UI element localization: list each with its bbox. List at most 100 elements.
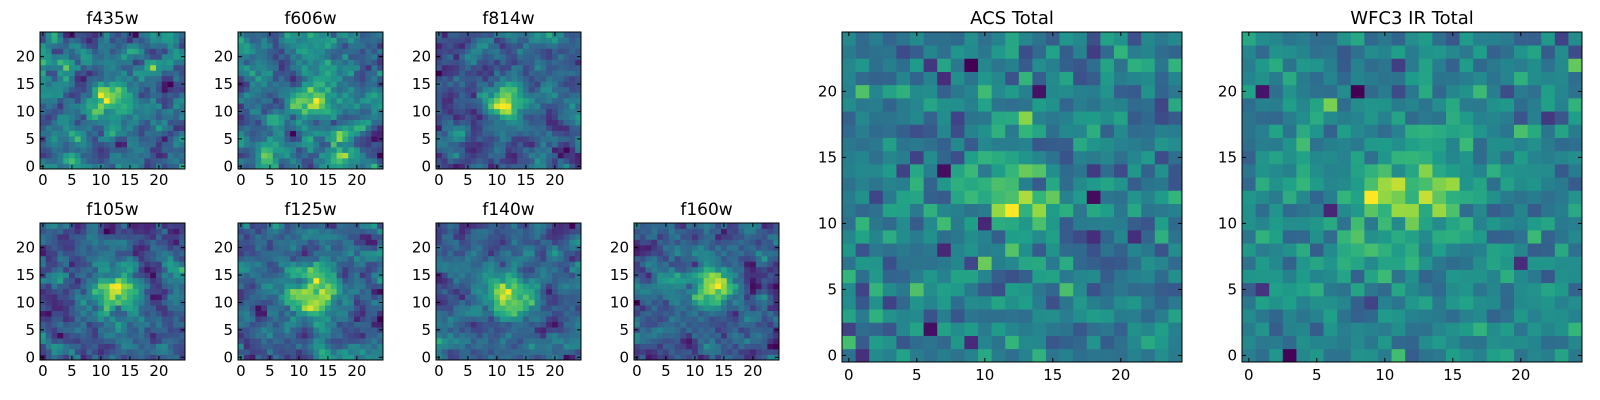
heatmap-cell <box>534 305 541 312</box>
heatmap-cell <box>476 277 483 284</box>
heatmap-cell <box>1141 335 1156 350</box>
heatmap-cell <box>313 354 320 361</box>
heatmap-cell <box>144 48 151 55</box>
heatmap-cell <box>284 48 291 55</box>
heatmap-cell <box>482 354 489 361</box>
heatmap-cell <box>144 147 151 153</box>
heatmap-cell <box>709 343 716 350</box>
heatmap-cell <box>910 203 924 218</box>
heatmap-cell <box>465 299 472 306</box>
heatmap-cell <box>307 354 314 361</box>
heatmap-cell <box>313 250 320 257</box>
heatmap-cell <box>173 299 180 306</box>
heatmap-cell <box>115 48 122 55</box>
heatmap-cell <box>697 338 704 344</box>
heatmap-cell <box>278 261 285 268</box>
heatmap-cell <box>465 239 472 246</box>
heatmap-cell <box>296 255 303 262</box>
heatmap-cell <box>459 305 466 312</box>
heatmap-cell <box>697 228 704 235</box>
heatmap-cell <box>767 294 774 301</box>
heatmap-cell <box>1032 216 1047 231</box>
heatmap-cell <box>290 75 297 82</box>
heatmap-cell <box>296 158 303 164</box>
heatmap-cell <box>528 354 535 361</box>
heatmap-cell <box>377 70 384 77</box>
heatmap-cell <box>348 64 355 71</box>
heatmap-cell <box>732 288 739 295</box>
heatmap-cell <box>325 92 332 99</box>
heatmap-cell <box>517 81 524 88</box>
heatmap-cell <box>657 338 664 344</box>
heatmap-cell <box>359 158 366 164</box>
heatmap-cell <box>869 150 884 165</box>
heatmap-cell <box>255 125 262 131</box>
heatmap-cell <box>523 37 530 44</box>
heatmap-cell <box>546 250 553 257</box>
heatmap-cell <box>179 343 186 350</box>
heatmap-cell <box>1086 164 1101 178</box>
heatmap-cell <box>686 255 693 262</box>
x-tick-label: 10 <box>289 171 308 189</box>
heatmap-cell <box>767 349 774 355</box>
x-tick-label: 20 <box>347 362 366 380</box>
heatmap-cell <box>325 64 332 71</box>
heatmap-cell <box>511 108 518 115</box>
heatmap-cell <box>767 288 774 295</box>
heatmap-cell <box>330 53 337 60</box>
heatmap-cell <box>307 130 314 137</box>
heatmap-cell <box>313 338 320 344</box>
heatmap-cell <box>482 223 489 229</box>
heatmap-cell <box>138 239 145 246</box>
heatmap-cell <box>144 239 151 246</box>
heatmap-cell <box>1127 203 1142 218</box>
heatmap-cell <box>517 321 524 328</box>
heatmap-cell <box>511 125 518 131</box>
heatmap-cell <box>569 59 576 66</box>
heatmap-cell <box>697 316 704 322</box>
heatmap-cell <box>63 354 70 361</box>
heatmap-cell <box>494 343 501 350</box>
heatmap-cell <box>354 228 361 235</box>
heatmap-cell <box>465 250 472 257</box>
heatmap-cell <box>569 108 576 115</box>
heatmap-cell <box>744 310 751 317</box>
heatmap-cell <box>563 338 570 344</box>
heatmap-cell <box>896 190 911 204</box>
heatmap-cell <box>359 349 366 355</box>
heatmap-cell <box>138 147 145 153</box>
heatmap-cell <box>290 354 297 361</box>
heatmap-cell <box>494 119 501 126</box>
heatmap-cell <box>92 332 99 339</box>
heatmap-cell <box>1141 282 1156 297</box>
heatmap-cell <box>371 332 378 339</box>
heatmap-cell <box>109 37 116 44</box>
heatmap-cell <box>726 349 733 355</box>
heatmap-cell <box>377 228 384 235</box>
heatmap-cell <box>109 349 116 355</box>
heatmap-cell <box>575 294 582 301</box>
heatmap-cell <box>267 114 274 121</box>
heatmap-cell <box>348 283 355 290</box>
heatmap-cell <box>51 114 58 121</box>
heatmap-cell <box>896 243 911 257</box>
heatmap-cell <box>453 266 460 273</box>
heatmap-cell <box>301 163 308 170</box>
heatmap-cell <box>359 119 366 126</box>
heatmap-cell <box>575 42 582 49</box>
heatmap-cell <box>80 223 87 229</box>
heatmap-cell <box>301 103 308 110</box>
heatmap-cell <box>937 348 952 363</box>
heatmap-cell <box>249 92 256 99</box>
heatmap-cell <box>1032 296 1047 310</box>
heatmap-cell <box>499 277 506 284</box>
heatmap-cell <box>313 141 320 148</box>
heatmap-cell <box>645 250 652 257</box>
heatmap-cell <box>1100 322 1115 336</box>
heatmap-cell <box>569 223 576 229</box>
heatmap-cell <box>330 75 337 82</box>
heatmap-cell <box>284 305 291 312</box>
heatmap-cell <box>1168 322 1183 336</box>
heatmap-cell <box>319 48 326 55</box>
heatmap-cell <box>645 332 652 339</box>
